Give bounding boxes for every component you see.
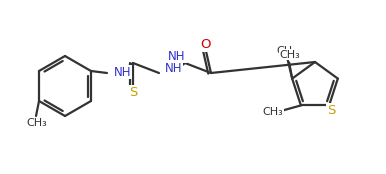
Text: NH: NH — [168, 49, 186, 62]
Text: CH₃: CH₃ — [280, 50, 301, 60]
Text: CH₃: CH₃ — [277, 46, 298, 56]
Text: O: O — [201, 38, 211, 50]
Text: S: S — [327, 104, 335, 117]
Text: CH₃: CH₃ — [262, 107, 283, 117]
Text: NH: NH — [165, 61, 183, 74]
Text: NH: NH — [114, 65, 132, 78]
Text: CH₃: CH₃ — [27, 118, 47, 128]
Text: S: S — [129, 86, 137, 100]
